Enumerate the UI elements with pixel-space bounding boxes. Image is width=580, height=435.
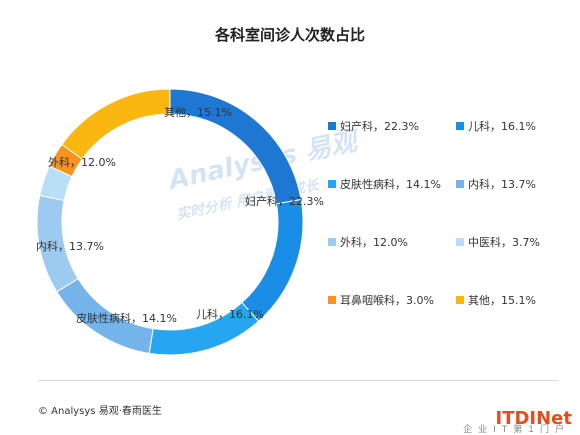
legend-item: 外科，12.0% xyxy=(328,234,408,250)
legend-swatch xyxy=(328,296,336,304)
legend-item: 皮肤性病科，14.1% xyxy=(328,176,441,192)
legend-label: 其他，15.1% xyxy=(468,294,536,307)
legend-label: 妇产科，22.3% xyxy=(340,120,419,133)
legend-item: 中医科，3.7% xyxy=(456,234,540,250)
watermark-logo: ITDINet xyxy=(495,408,573,429)
legend-swatch xyxy=(456,180,464,188)
legend-item: 儿科，16.1% xyxy=(456,118,536,134)
legend-swatch xyxy=(328,122,336,130)
legend-swatch xyxy=(456,122,464,130)
slice-label: 外科，12.0% xyxy=(48,155,116,169)
legend-label: 儿科，16.1% xyxy=(468,120,536,133)
legend-label: 外科，12.0% xyxy=(340,236,408,249)
slice-label: 内科，13.7% xyxy=(36,239,104,253)
legend-swatch xyxy=(328,238,336,246)
legend-label: 皮肤性病科，14.1% xyxy=(340,178,441,191)
slice-label: 儿科，16.1% xyxy=(196,307,264,321)
slice-label: 皮肤性病科，14.1% xyxy=(76,311,177,325)
legend-swatch xyxy=(328,180,336,188)
legend-label: 内科，13.7% xyxy=(468,178,536,191)
legend-swatch xyxy=(456,296,464,304)
legend-label: 中医科，3.7% xyxy=(468,236,540,249)
legend-item: 内科，13.7% xyxy=(456,176,536,192)
legend-swatch xyxy=(456,238,464,246)
slice-label: 其他，15.1% xyxy=(164,106,232,119)
legend-item: 耳鼻咽喉科，3.0% xyxy=(328,292,434,308)
footer-divider xyxy=(38,380,558,381)
legend-item: 其他，15.1% xyxy=(456,292,536,308)
legend-label: 耳鼻咽喉科，3.0% xyxy=(340,294,434,307)
watermark-logo-subtitle: 企业IT第1门户 xyxy=(463,425,570,435)
source-footer: © Analysys 易观·春雨医生 xyxy=(38,406,162,417)
donut-slice xyxy=(61,88,171,160)
slice-label: 妇产科，22.3% xyxy=(245,194,324,208)
donut-slice xyxy=(241,198,304,322)
legend-item: 妇产科，22.3% xyxy=(328,118,419,134)
chart-title: 各科室间诊人次数占比 xyxy=(214,26,365,44)
